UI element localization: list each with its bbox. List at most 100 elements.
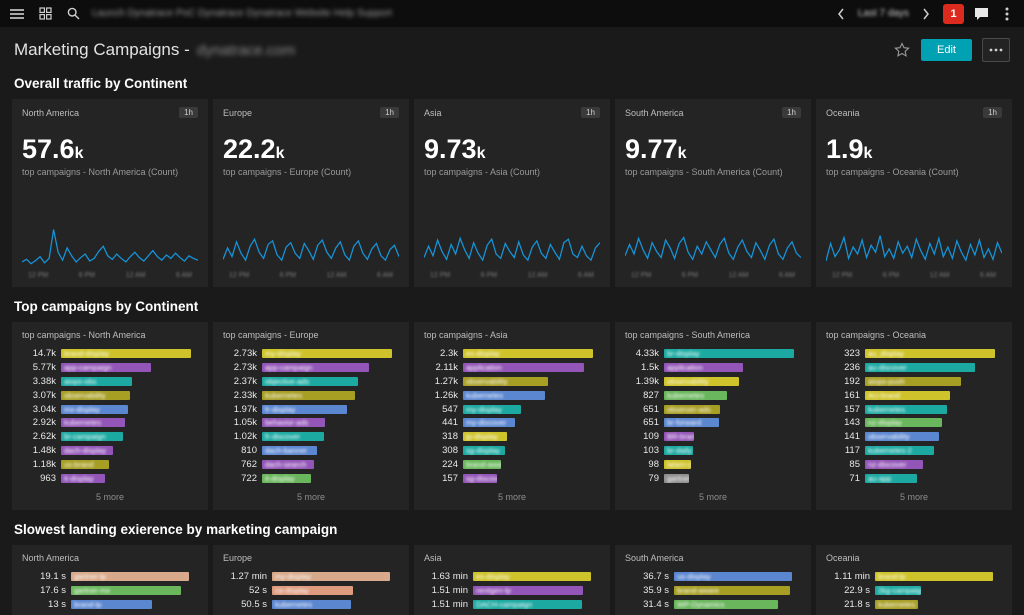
- bar[interactable]: it-display: [61, 473, 105, 483]
- bar[interactable]: mx-display: [61, 404, 129, 414]
- time-range-selector[interactable]: Last 7 days: [857, 8, 909, 19]
- bar-row[interactable]: 1.63 min es-display: [424, 570, 600, 584]
- sparkline-chart[interactable]: [22, 221, 198, 271]
- bar[interactable]: sg-display: [463, 445, 506, 455]
- bar[interactable]: au_display: [865, 349, 996, 359]
- bar-row[interactable]: 1.39k observability: [625, 375, 801, 389]
- bar[interactable]: dach-display: [61, 445, 114, 455]
- more-options-button[interactable]: [982, 38, 1010, 62]
- bar[interactable]: it-display: [262, 473, 312, 483]
- bar-row[interactable]: 1.5k application: [625, 361, 801, 375]
- bar[interactable]: us-brand: [61, 459, 109, 469]
- bar-row[interactable]: 2.92k kubernetes: [22, 416, 198, 430]
- bar[interactable]: br-daily: [664, 445, 693, 455]
- bar-row[interactable]: 36.7 s us-display: [625, 570, 801, 584]
- bar[interactable]: kubernetes: [463, 390, 546, 400]
- bar-row[interactable]: 35.9 s brand-aware: [625, 584, 801, 598]
- bar-row[interactable]: 810 dach-banner: [223, 444, 399, 458]
- bar-row[interactable]: 1.51 min DACH-campaign: [424, 598, 600, 612]
- bar[interactable]: gartner-lp: [71, 572, 190, 582]
- bar[interactable]: dach-banner: [262, 445, 317, 455]
- bar-row[interactable]: 2.3k es-display: [424, 347, 600, 361]
- problems-badge[interactable]: 1: [943, 3, 964, 24]
- bar-row[interactable]: 1.05k behavior-ads: [223, 416, 399, 430]
- bar-row[interactable]: 827 kubernetes: [625, 388, 801, 402]
- bar-row[interactable]: 2.37k objective-ads: [223, 375, 399, 389]
- apps-grid-icon[interactable]: [36, 5, 54, 23]
- bar[interactable]: jp-display: [463, 432, 507, 442]
- bar-row[interactable]: 143 nz-display: [826, 416, 1002, 430]
- campaigns-tile-asia[interactable]: top campaigns - Asia 2.3k es-display 2.11k…: [414, 322, 610, 510]
- slow-tile-europe[interactable]: Europe 1.27 min my-display 52 s ca-display 5…: [213, 545, 409, 615]
- bar-row[interactable]: 1.11 min brand-lp: [826, 570, 1002, 584]
- bar[interactable]: observer-ads: [664, 404, 721, 414]
- bar[interactable]: kubernetes: [272, 599, 351, 609]
- campaigns-tile-south-america[interactable]: top campaigns - South America 4.33k br-di…: [615, 322, 811, 510]
- bar-row[interactable]: 1.27 min my-display: [223, 570, 399, 584]
- sparkline-chart[interactable]: [826, 221, 1002, 271]
- bar[interactable]: kubernetes: [61, 418, 126, 428]
- bar-row[interactable]: 141 observability: [826, 430, 1002, 444]
- bar-row[interactable]: 2.73k my-display: [223, 347, 399, 361]
- bar-row[interactable]: 2.33k kubernetes: [223, 388, 399, 402]
- bar-row[interactable]: 157 kubernetes: [826, 402, 1002, 416]
- traffic-tile-oceania[interactable]: Oceania 1h 1.9k top campaigns - Oceania (…: [816, 99, 1012, 287]
- more-link[interactable]: 5 more: [296, 492, 325, 502]
- bar-row[interactable]: 13 s brand-lp: [22, 598, 198, 612]
- bar[interactable]: app-campaign: [61, 363, 152, 373]
- campaigns-tile-europe[interactable]: top campaigns - Europe 2.73k my-display 2.…: [213, 322, 409, 510]
- bar[interactable]: au-app: [865, 473, 918, 483]
- bar-row[interactable]: 17.6 s gartner-mx: [22, 584, 198, 598]
- more-link[interactable]: 5 more: [698, 492, 727, 502]
- bar-row[interactable]: 4.33k br-display: [625, 347, 801, 361]
- bar-row[interactable]: 50.5 s kubernetes: [223, 598, 399, 612]
- bar-row[interactable]: 323 au_display: [826, 347, 1002, 361]
- bar-row[interactable]: 14.7k brand-display: [22, 347, 198, 361]
- bar[interactable]: objective-ads: [262, 376, 358, 386]
- bar[interactable]: gartner-ads: [664, 473, 689, 483]
- bar[interactable]: observability: [865, 432, 939, 442]
- more-link[interactable]: 5 more: [899, 492, 928, 502]
- bar-row[interactable]: 1.26k kubernetes: [424, 388, 600, 402]
- bar-row[interactable]: 651 observer-ads: [625, 402, 801, 416]
- bar[interactable]: brand-aware: [674, 586, 790, 596]
- bar[interactable]: brand-aware: [463, 459, 502, 469]
- more-link[interactable]: 5 more: [95, 492, 124, 502]
- bar-row[interactable]: 157 sg-discover: [424, 471, 600, 485]
- bar-row[interactable]: 5.77k app-campaign: [22, 361, 198, 375]
- sparkline-chart[interactable]: [625, 221, 801, 271]
- bar[interactable]: aiops-obs: [61, 376, 133, 386]
- bar[interactable]: brand-lp: [875, 572, 994, 582]
- kebab-menu-icon[interactable]: [998, 5, 1016, 23]
- bar-row[interactable]: 963 it-display: [22, 471, 198, 485]
- bar[interactable]: brand-display: [61, 349, 192, 359]
- bar[interactable]: 2kg-campaign: [875, 586, 921, 596]
- bar-row[interactable]: 1.27k observability: [424, 375, 600, 389]
- bar[interactable]: DACH-campaign: [473, 599, 583, 609]
- bar[interactable]: my-discover: [463, 418, 516, 428]
- slow-tile-south-america[interactable]: South America 36.7 s us-display 35.9 s bran…: [615, 545, 811, 615]
- more-link[interactable]: 5 more: [497, 492, 526, 502]
- bar[interactable]: application: [664, 363, 744, 373]
- bar-row[interactable]: 3.38k aiops-obs: [22, 375, 198, 389]
- bar-row[interactable]: 79 gartner-ads: [625, 471, 801, 485]
- bar-row[interactable]: 3.04k mx-display: [22, 402, 198, 416]
- bar-row[interactable]: 19.1 s gartner-lp: [22, 570, 198, 584]
- sparkline-chart[interactable]: [223, 221, 399, 271]
- bar-row[interactable]: 71 au-app: [826, 471, 1002, 485]
- bar-row[interactable]: 161 AU-brand: [826, 388, 1002, 402]
- traffic-tile-europe[interactable]: Europe 1h 22.2k top campaigns - Europe (C…: [213, 99, 409, 287]
- search-icon[interactable]: [64, 5, 82, 23]
- traffic-tile-north-america[interactable]: North America 1h 57.6k top campaigns - No…: [12, 99, 208, 287]
- bar[interactable]: kubernetes-2: [865, 445, 934, 455]
- bar[interactable]: nz-display: [865, 418, 942, 428]
- bar-row[interactable]: 1.97k fr-display: [223, 402, 399, 416]
- bar[interactable]: kubernetes: [664, 390, 728, 400]
- bar-row[interactable]: 192 aiops-push: [826, 375, 1002, 389]
- bar[interactable]: behavior-ads: [262, 418, 326, 428]
- bar[interactable]: my-display: [262, 349, 393, 359]
- bar[interactable]: WP-Dynamics: [674, 599, 779, 609]
- bar-row[interactable]: 117 kubernetes-2: [826, 444, 1002, 458]
- bar[interactable]: my-display: [463, 404, 521, 414]
- chevron-left-icon[interactable]: [832, 5, 850, 23]
